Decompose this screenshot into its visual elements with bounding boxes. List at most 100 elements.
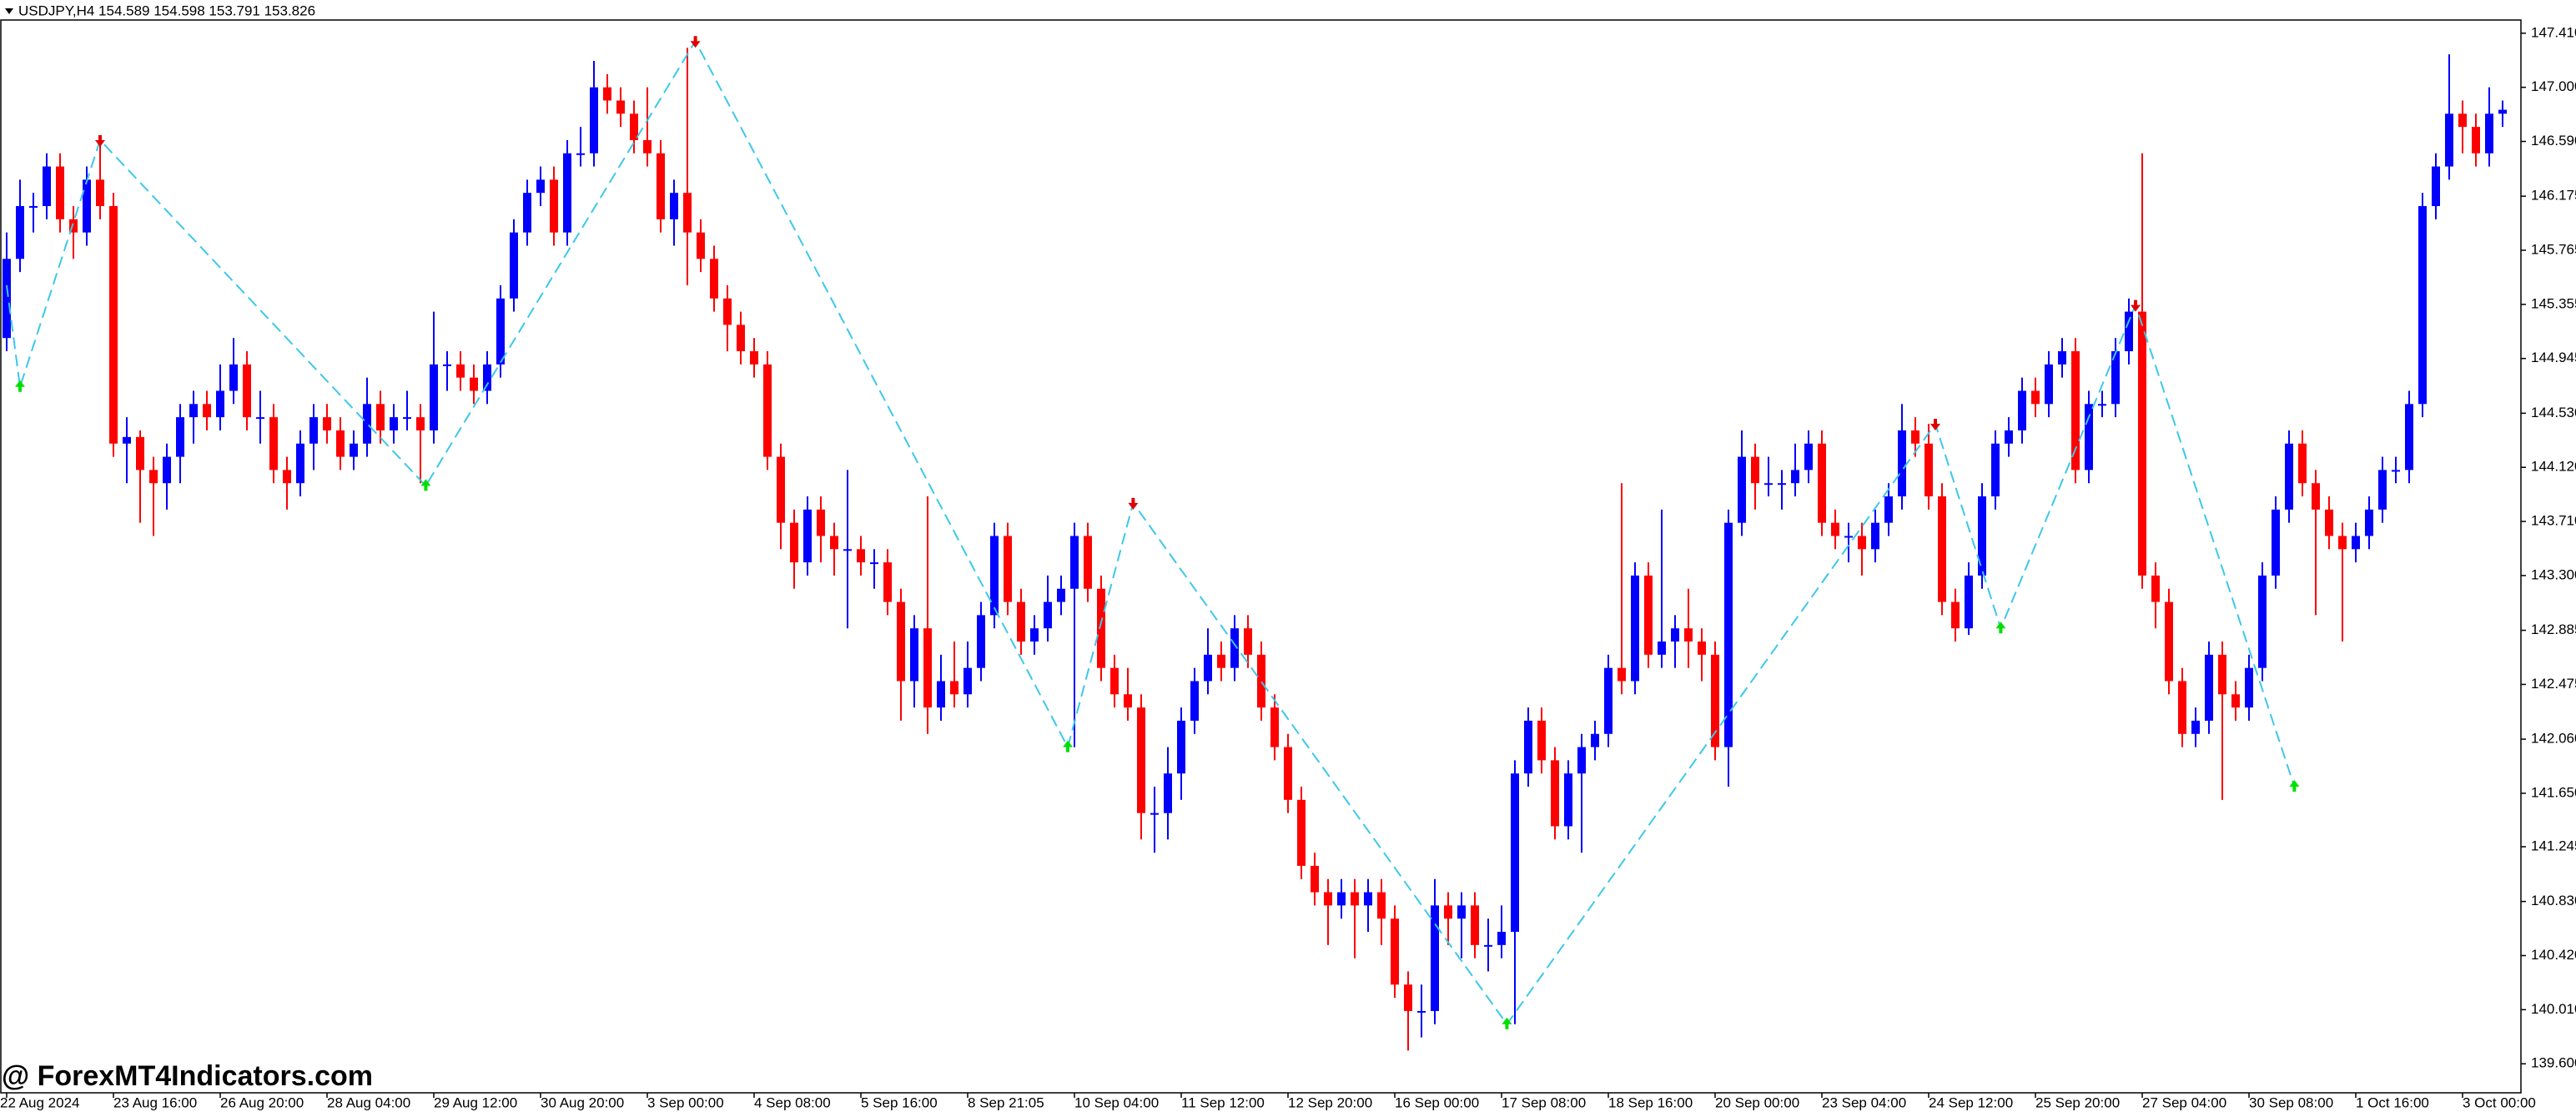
candle-body bbox=[2045, 364, 2053, 405]
candle-body bbox=[536, 179, 545, 194]
candle-body bbox=[176, 417, 184, 457]
candle-body bbox=[1017, 601, 1025, 642]
y-tick-label: 143.300 bbox=[2531, 566, 2576, 582]
x-tick-label: 24 Sep 12:00 bbox=[1929, 1094, 2013, 1110]
candle-body bbox=[1844, 536, 1853, 538]
candle-body bbox=[1818, 443, 1826, 523]
candle-body bbox=[96, 179, 104, 207]
candle-body bbox=[2098, 404, 2106, 406]
candle-body bbox=[790, 522, 798, 563]
candle-body bbox=[323, 417, 331, 430]
candle-body bbox=[2445, 113, 2453, 167]
candle-body bbox=[1497, 932, 1506, 945]
candle-body bbox=[777, 456, 785, 523]
candle-body bbox=[1070, 536, 1079, 589]
candle-body bbox=[670, 193, 678, 219]
candle-body bbox=[1938, 496, 1946, 602]
candle-body bbox=[590, 87, 598, 153]
candle-body bbox=[1965, 575, 1973, 629]
candle-body bbox=[1644, 575, 1653, 655]
candle-body bbox=[1417, 1010, 1426, 1013]
candle-body bbox=[603, 87, 611, 101]
candle-body bbox=[390, 417, 398, 430]
candle-body bbox=[1604, 667, 1613, 734]
candle-body bbox=[283, 470, 291, 484]
candle-body bbox=[2392, 470, 2400, 472]
candle-body bbox=[1511, 773, 1519, 933]
candle-body bbox=[1591, 733, 1599, 747]
candle-body bbox=[1150, 813, 1159, 815]
candle-body bbox=[430, 364, 438, 430]
candle-body bbox=[1110, 667, 1119, 695]
candle-body bbox=[2018, 390, 2026, 430]
candle-body bbox=[216, 390, 224, 418]
candle-body bbox=[2338, 536, 2347, 550]
y-tick-label: 140.010 bbox=[2531, 1001, 2576, 1017]
candle-body bbox=[817, 509, 825, 536]
x-tick-label: 25 Sep 20:00 bbox=[2035, 1094, 2120, 1110]
candle-body bbox=[1204, 654, 1212, 682]
y-tick-label: 141.245 bbox=[2531, 838, 2576, 853]
candle-body bbox=[269, 417, 278, 470]
candle-body bbox=[1631, 575, 1639, 682]
candle-body bbox=[697, 232, 705, 259]
candle-body bbox=[56, 166, 64, 219]
candle-body bbox=[2432, 166, 2440, 207]
candle-body bbox=[1391, 918, 1399, 985]
candle-body bbox=[1738, 456, 1746, 523]
candle-body bbox=[363, 404, 371, 444]
candle-body bbox=[296, 443, 304, 484]
y-tick-label: 146.590 bbox=[2531, 133, 2576, 148]
candle-body bbox=[229, 364, 238, 391]
candle-body bbox=[1778, 483, 1786, 486]
candle-body bbox=[1351, 892, 1359, 906]
y-tick-label: 145.355 bbox=[2531, 295, 2576, 311]
x-tick-label: 17 Sep 08:00 bbox=[1502, 1094, 1586, 1110]
candle-body bbox=[1951, 601, 1960, 629]
x-tick-label: 18 Sep 16:00 bbox=[1608, 1094, 1693, 1110]
candle-body bbox=[1537, 720, 1546, 761]
candle-body bbox=[29, 206, 38, 209]
candle-body bbox=[483, 364, 491, 391]
candle-body bbox=[1684, 628, 1693, 642]
candle-body bbox=[1911, 430, 1919, 444]
y-tick-label: 144.120 bbox=[2531, 459, 2576, 475]
x-tick-label: 10 Sep 04:00 bbox=[1074, 1094, 1159, 1110]
candle-body bbox=[1724, 522, 1733, 747]
candle-body bbox=[1791, 470, 1799, 484]
candle-body bbox=[83, 179, 91, 233]
candle-body bbox=[2312, 483, 2320, 510]
candle-body bbox=[2231, 694, 2240, 708]
candle-body bbox=[1324, 892, 1332, 906]
y-tick-label: 140.830 bbox=[2531, 893, 2576, 908]
candle-body bbox=[737, 325, 745, 352]
candle-body bbox=[336, 430, 345, 457]
candle-body bbox=[963, 667, 972, 695]
candle-body bbox=[1404, 984, 1412, 1011]
candle-body bbox=[1444, 905, 1452, 919]
candle-body bbox=[123, 436, 131, 444]
candle-body bbox=[683, 193, 692, 233]
candle-body bbox=[1164, 773, 1172, 813]
x-tick-label: 3 Oct 00:00 bbox=[2463, 1094, 2536, 1110]
y-tick-label: 142.885 bbox=[2531, 621, 2576, 637]
candle-body bbox=[2405, 404, 2413, 470]
candle-body bbox=[1618, 667, 1626, 682]
candle-body bbox=[1284, 747, 1292, 800]
candle-body bbox=[2485, 113, 2493, 153]
candle-body bbox=[2071, 351, 2080, 470]
zigzag-line bbox=[6, 39, 2296, 1026]
candle-body bbox=[937, 681, 945, 708]
y-tick-label: 139.600 bbox=[2531, 1055, 2576, 1071]
arrow-down bbox=[1128, 497, 1139, 510]
x-tick-label: 22 Aug 2024 bbox=[0, 1094, 79, 1110]
candle-body bbox=[2258, 575, 2267, 668]
candle-body bbox=[1377, 892, 1386, 919]
candle-body bbox=[2378, 470, 2387, 510]
candle-body bbox=[2352, 536, 2360, 550]
x-tick-label: 5 Sep 16:00 bbox=[861, 1094, 938, 1110]
candle-body bbox=[723, 298, 732, 325]
